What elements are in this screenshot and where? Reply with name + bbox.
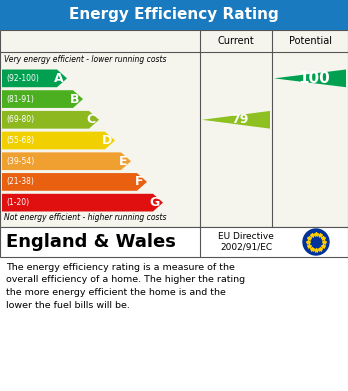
Text: Potential: Potential [288,36,332,46]
Text: F: F [135,176,143,188]
Text: Current: Current [218,36,254,46]
Circle shape [303,229,329,255]
Bar [0,0,348,30]
Polygon shape [2,70,67,87]
Text: 79: 79 [231,113,249,126]
Polygon shape [2,194,163,212]
Bar [0,30,348,227]
Polygon shape [202,111,270,129]
Text: Very energy efficient - lower running costs: Very energy efficient - lower running co… [4,55,166,64]
Text: (55-68): (55-68) [6,136,34,145]
Polygon shape [2,152,131,170]
Polygon shape [2,111,99,129]
Text: A: A [54,72,64,85]
Text: E: E [119,155,127,168]
Polygon shape [2,132,115,149]
Text: G: G [150,196,160,209]
Text: 100: 100 [298,71,330,86]
Text: (69-80): (69-80) [6,115,34,124]
Text: Energy Efficiency Rating: Energy Efficiency Rating [69,7,279,23]
Text: (81-91): (81-91) [6,95,34,104]
Polygon shape [274,70,346,87]
Text: (92-100): (92-100) [6,74,39,83]
Text: Not energy efficient - higher running costs: Not energy efficient - higher running co… [4,213,166,222]
Polygon shape [2,173,147,191]
Text: The energy efficiency rating is a measure of the
overall efficiency of a home. T: The energy efficiency rating is a measur… [6,263,245,310]
Text: EU Directive
2002/91/EC: EU Directive 2002/91/EC [218,232,274,252]
Text: C: C [86,113,96,126]
Text: England & Wales: England & Wales [6,233,176,251]
Text: (39-54): (39-54) [6,157,34,166]
Bar [0,227,348,257]
Polygon shape [2,90,83,108]
Text: (1-20): (1-20) [6,198,29,207]
Text: D: D [102,134,112,147]
Text: B: B [70,93,80,106]
Text: (21-38): (21-38) [6,178,34,187]
